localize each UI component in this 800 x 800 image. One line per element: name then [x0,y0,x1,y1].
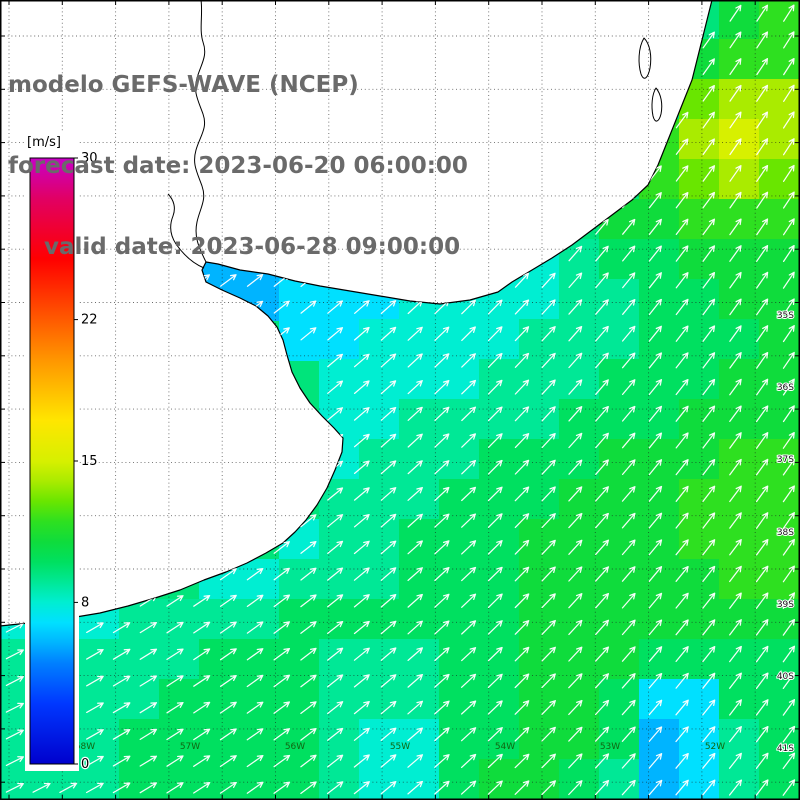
longitude-label: 55W [390,742,410,752]
wind-arrows [5,4,796,796]
latitude-label: 37S [777,455,794,465]
longitude-label: 54W [495,742,515,752]
colorbar-tick-label: 30 [81,151,98,166]
river-contour [167,193,205,269]
colorbar-tick-label: 15 [81,454,98,469]
latitude-label: 38S [777,528,794,538]
valid-date: valid date: 2023-06-28 09:00:00 [44,234,461,260]
colorbar-gradient [29,157,75,765]
title-block: modelo GEFS-WAVE (NCEP) forecast date: 2… [8,18,468,315]
longitude-label: 56W [285,742,305,752]
latitude-label: 39S [777,600,794,610]
lagoon-contour [638,37,652,79]
lagoon-contour [651,87,663,122]
latitude-label: 36S [777,383,794,393]
model-name: modelo GEFS-WAVE (NCEP) [8,72,359,98]
colorbar-tick-label: 0 [81,757,89,772]
latitude-labels: 35S 36S 37S 38S 39S 40S 41S [776,310,795,755]
colorbar-tick-label: 8 [81,595,89,610]
coastline [0,0,713,627]
colorbar: [m/s] 30 22 15 8 0 [25,131,99,773]
longitude-labels: 58W 57W 56W 55W 54W 53W 52W [75,742,725,752]
longitude-label: 57W [180,742,200,752]
latitude-label: 35S [777,311,794,321]
colorbar-tick-label: 22 [81,313,98,328]
latitude-label: 41S [777,744,794,754]
forecast-date: forecast date: 2023-06-20 06:00:00 [8,153,468,179]
river-contour [194,0,207,263]
longitude-label: 58W [75,742,95,752]
colorbar-unit-label: [m/s] [27,135,61,150]
longitude-label: 53W [600,742,620,752]
longitude-label: 52W [705,742,725,752]
latitude-label: 40S [777,672,794,682]
